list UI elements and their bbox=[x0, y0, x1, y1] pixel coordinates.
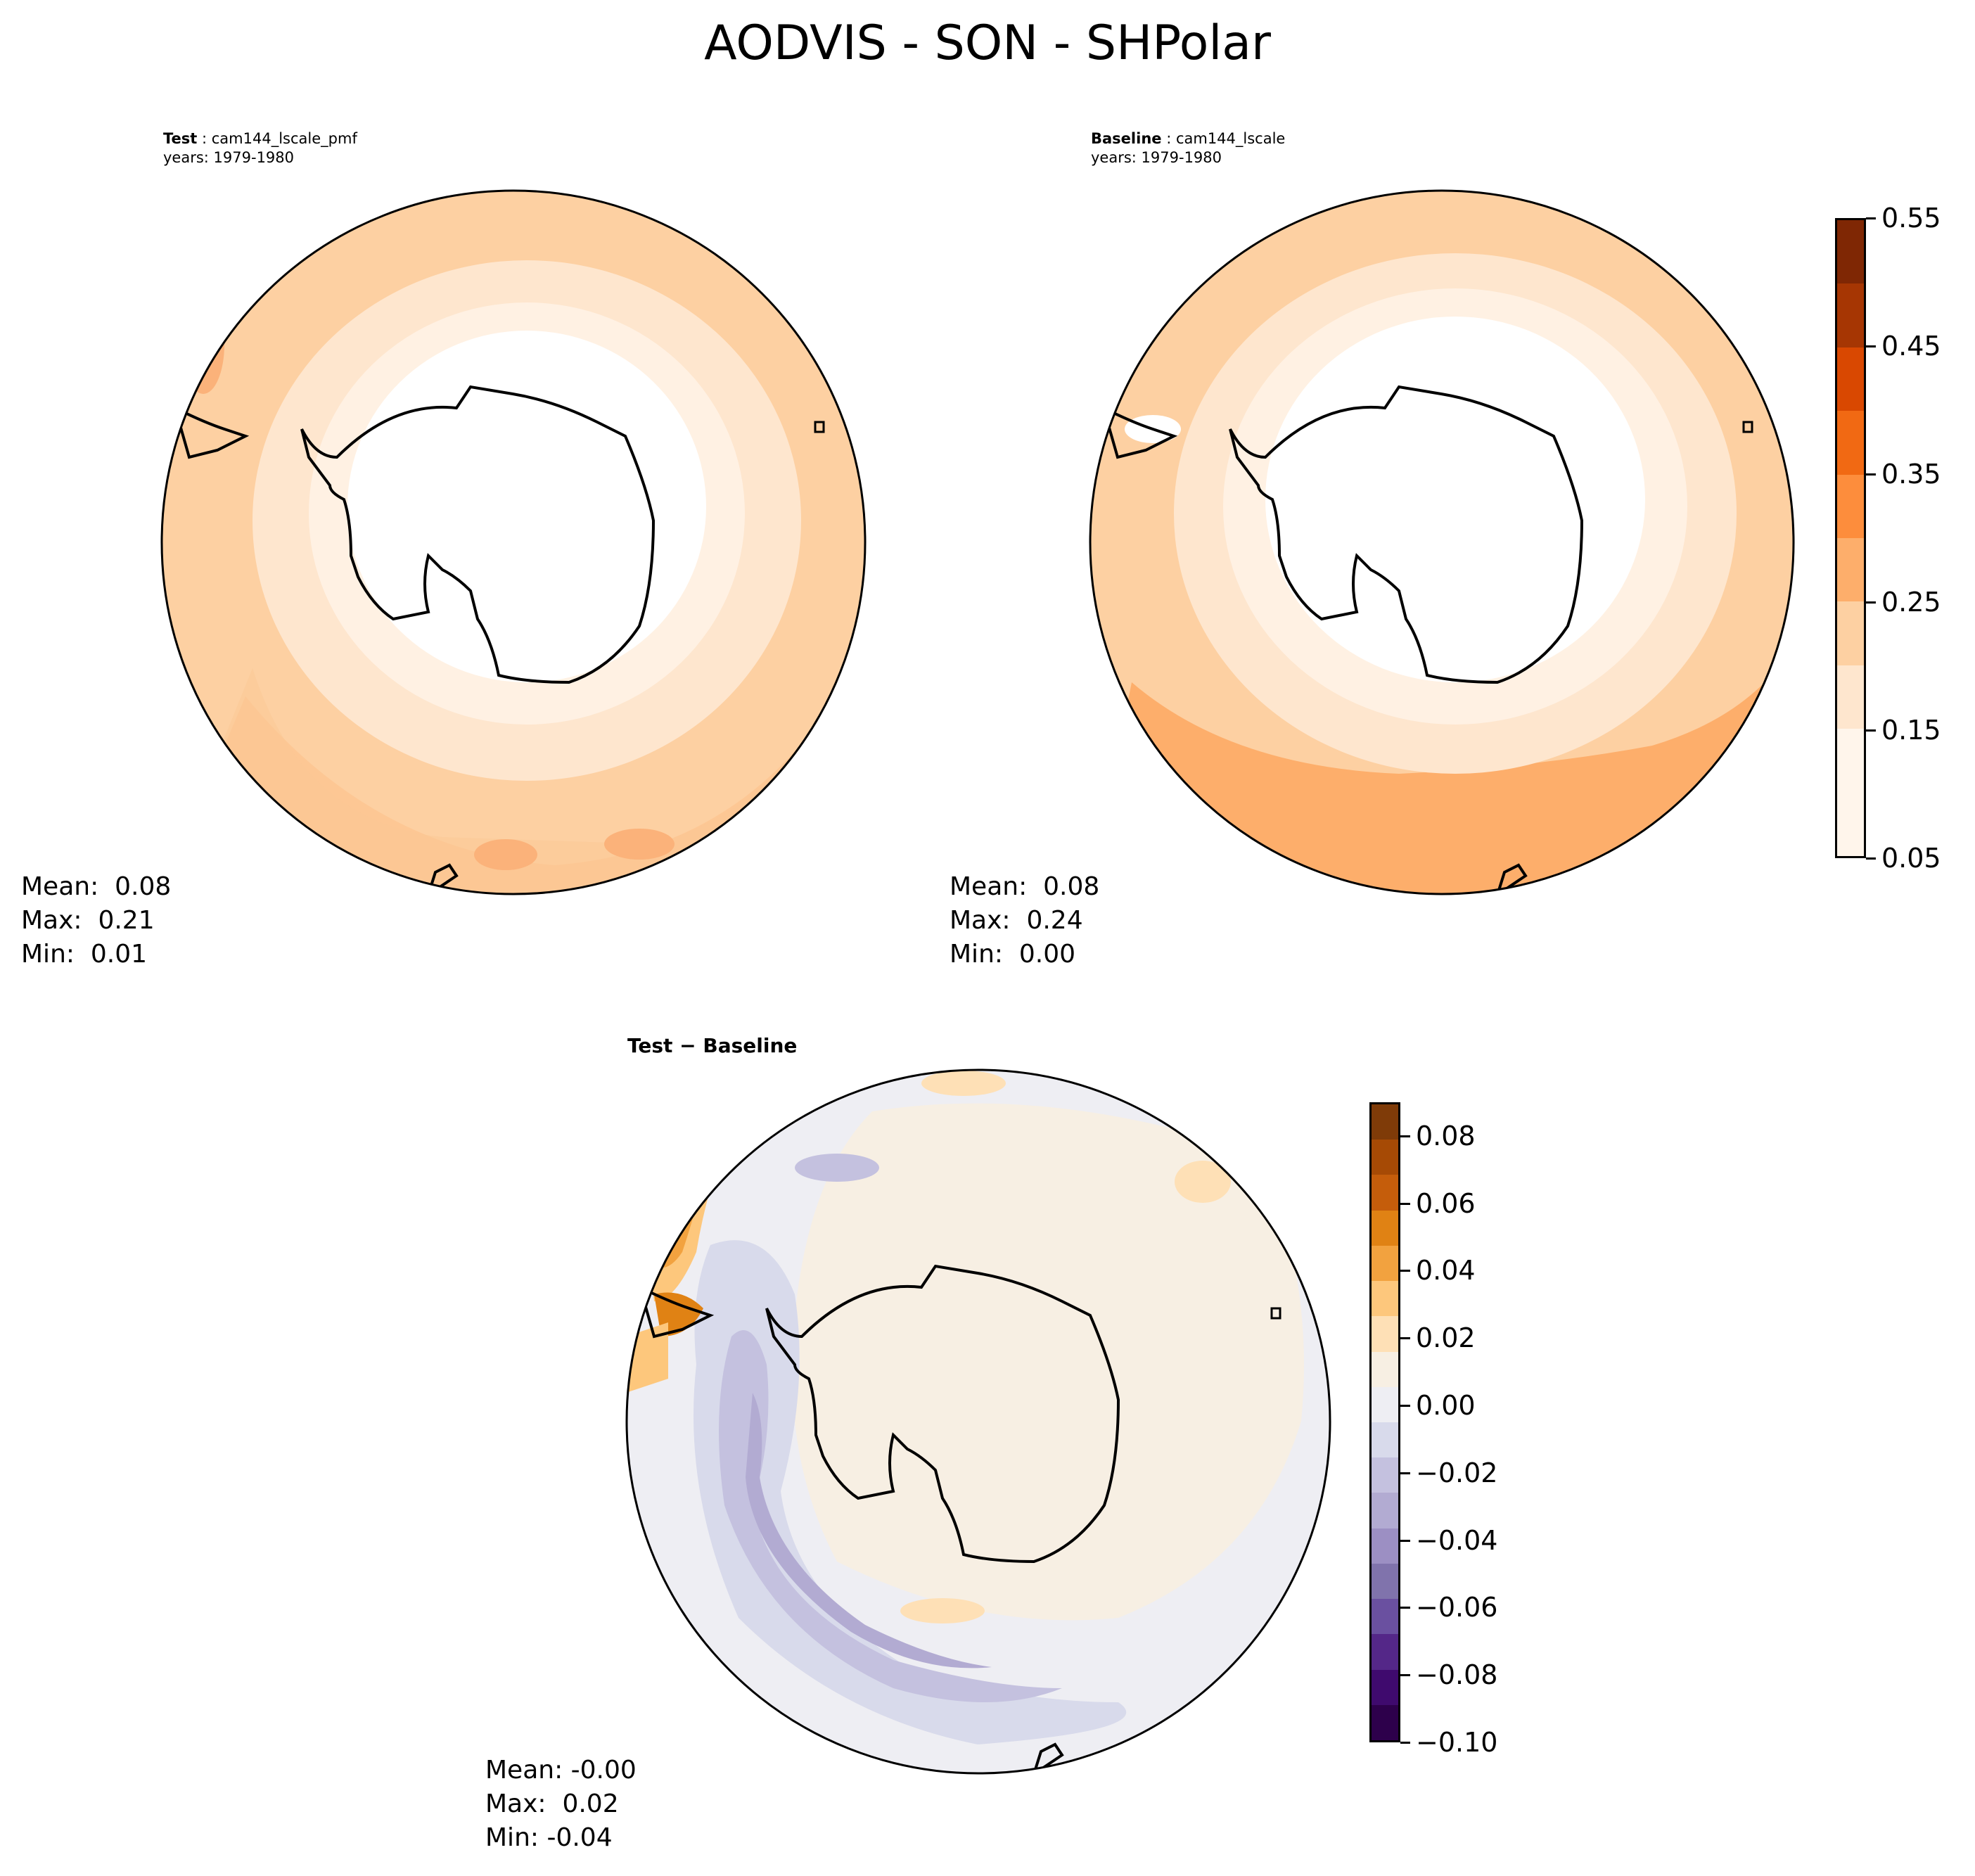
diff-mean: Mean: -0.00 bbox=[485, 1756, 637, 1785]
diff-colorbar-swatch bbox=[1372, 1528, 1398, 1564]
test-stats: Mean: 0.08 Max: 0.21 Min: 0.01 bbox=[21, 870, 171, 971]
diff-colorbar-tick bbox=[1400, 1202, 1410, 1205]
diff-colorbar-tick-label: 0.08 bbox=[1416, 1120, 1476, 1151]
diff-colorbar-swatch bbox=[1372, 1351, 1398, 1387]
diff-colorbar-tick bbox=[1400, 1607, 1410, 1609]
diff-colorbar-swatch bbox=[1372, 1175, 1398, 1211]
baseline-field-center bbox=[1265, 317, 1645, 682]
diff-colorbar-swatch bbox=[1372, 1422, 1398, 1458]
main-colorbar-swatch bbox=[1837, 283, 1864, 347]
main-colorbar-tick bbox=[1866, 217, 1876, 219]
main-colorbar-tick bbox=[1866, 857, 1876, 860]
main-colorbar bbox=[1835, 218, 1866, 858]
diff-colorbar-tick bbox=[1400, 1539, 1410, 1542]
main-colorbar-swatch bbox=[1837, 729, 1864, 793]
baseline-mean: Mean: 0.08 bbox=[950, 872, 1100, 901]
test-hotspot bbox=[182, 295, 224, 394]
main-colorbar-swatch bbox=[1837, 665, 1864, 729]
diff-colorbar-swatch bbox=[1372, 1245, 1398, 1282]
baseline-map-boundary bbox=[1089, 189, 1795, 895]
test-antarctica-outline bbox=[300, 385, 656, 684]
main-colorbar-tick-label: 0.55 bbox=[1881, 203, 1941, 234]
diff-colorbar-swatch bbox=[1372, 1563, 1398, 1600]
main-colorbar-tick-label: 0.35 bbox=[1881, 459, 1941, 490]
diff-colorbar-swatch bbox=[1372, 1704, 1398, 1740]
diff-stats: Mean: -0.00 Max: 0.02 Min: -0.04 bbox=[485, 1754, 637, 1855]
diff-colorbar-tick-label: 0.00 bbox=[1416, 1390, 1476, 1422]
diff-colorbar-swatch bbox=[1372, 1140, 1398, 1175]
test-label: Test bbox=[163, 130, 198, 147]
diff-map-boundary bbox=[625, 1068, 1331, 1775]
figure-title: AODVIS - SON - SHPolar bbox=[704, 15, 1271, 71]
baseline-min: Min: 0.00 bbox=[950, 940, 1076, 969]
diff-max: Max: 0.02 bbox=[485, 1789, 619, 1818]
baseline-max: Max: 0.24 bbox=[950, 906, 1083, 935]
diff-colorbar-swatch bbox=[1372, 1669, 1398, 1705]
diff-colorbar-tick bbox=[1400, 1742, 1410, 1744]
diff-colorbar-tick-label: −0.04 bbox=[1416, 1524, 1498, 1556]
diff-colorbar-swatch bbox=[1372, 1210, 1398, 1246]
test-min: Min: 0.01 bbox=[21, 940, 148, 969]
main-colorbar-swatch bbox=[1837, 792, 1864, 856]
main-colorbar-tick bbox=[1866, 473, 1876, 476]
main-colorbar-tick-label: 0.05 bbox=[1881, 843, 1941, 874]
diff-colorbar-tick bbox=[1400, 1472, 1410, 1474]
diff-colorbar-tick-label: −0.02 bbox=[1416, 1457, 1498, 1488]
main-colorbar-tick-label: 0.45 bbox=[1881, 331, 1941, 362]
test-max: Max: 0.21 bbox=[21, 906, 155, 935]
diff-colorbar-tick-label: 0.04 bbox=[1416, 1255, 1476, 1287]
diff-colorbar-tick-label: −0.06 bbox=[1416, 1592, 1498, 1623]
baseline-panel-title: Baseline : cam144_lscale years: 1979-198… bbox=[1091, 130, 1286, 166]
main-colorbar-tick bbox=[1866, 601, 1876, 604]
main-colorbar-swatch bbox=[1837, 601, 1864, 665]
diff-field-positive bbox=[792, 1103, 1304, 1621]
diff-colorbar-tick-label: −0.08 bbox=[1416, 1659, 1498, 1691]
diff-colorbar-swatch bbox=[1372, 1457, 1398, 1493]
baseline-stats: Mean: 0.08 Max: 0.24 Min: 0.00 bbox=[950, 870, 1099, 971]
main-colorbar-tick bbox=[1866, 729, 1876, 732]
test-panel-title: Test : cam144_lscale_pmf years: 1979-198… bbox=[163, 130, 357, 166]
diff-colorbar-tick-label: 0.02 bbox=[1416, 1322, 1476, 1354]
diff-colorbar-tick bbox=[1400, 1674, 1410, 1677]
baseline-map bbox=[1089, 189, 1795, 895]
main-colorbar-tick-label: 0.25 bbox=[1881, 587, 1941, 618]
diff-colorbar-tick bbox=[1400, 1135, 1410, 1137]
diff-antarctica-outline bbox=[765, 1264, 1120, 1564]
main-colorbar-tick bbox=[1866, 345, 1876, 347]
main-colorbar-swatch bbox=[1837, 347, 1864, 411]
baseline-label: Baseline bbox=[1091, 130, 1162, 147]
diff-colorbar-swatch bbox=[1372, 1599, 1398, 1635]
main-colorbar-swatch bbox=[1837, 220, 1864, 284]
test-map bbox=[160, 189, 867, 895]
diff-colorbar-tick bbox=[1400, 1270, 1410, 1272]
baseline-antarctica-outline bbox=[1229, 385, 1584, 684]
diff-colorbar-swatch bbox=[1372, 1386, 1398, 1422]
diff-min: Min: -0.04 bbox=[485, 1823, 613, 1852]
diff-colorbar-swatch bbox=[1372, 1104, 1398, 1140]
diff-panel-title: Test − Baseline bbox=[627, 1034, 798, 1057]
diff-colorbar-tick-label: 0.06 bbox=[1416, 1187, 1476, 1219]
baseline-case-name: cam144_lscale bbox=[1175, 130, 1286, 147]
diff-colorbar bbox=[1369, 1102, 1400, 1742]
diff-colorbar-swatch bbox=[1372, 1316, 1398, 1352]
main-colorbar-swatch bbox=[1837, 411, 1864, 475]
test-case-name: cam144_lscale_pmf bbox=[211, 130, 357, 147]
test-map-boundary bbox=[160, 189, 867, 895]
diff-colorbar-tick bbox=[1400, 1405, 1410, 1408]
main-colorbar-swatch bbox=[1837, 474, 1864, 538]
diff-colorbar-swatch bbox=[1372, 1634, 1398, 1670]
diff-colorbar-swatch bbox=[1372, 1493, 1398, 1529]
diff-map bbox=[625, 1068, 1331, 1775]
test-years: years: 1979-1980 bbox=[163, 149, 295, 166]
diff-colorbar-tick bbox=[1400, 1337, 1410, 1340]
baseline-years: years: 1979-1980 bbox=[1091, 149, 1222, 166]
test-mean: Mean: 0.08 bbox=[21, 872, 172, 901]
diff-colorbar-swatch bbox=[1372, 1281, 1398, 1317]
main-colorbar-tick-label: 0.15 bbox=[1881, 715, 1941, 746]
main-colorbar-swatch bbox=[1837, 537, 1864, 602]
baseline-field-band bbox=[1090, 682, 1794, 894]
diff-colorbar-tick-label: −0.10 bbox=[1416, 1727, 1498, 1758]
test-field-center bbox=[347, 331, 706, 682]
